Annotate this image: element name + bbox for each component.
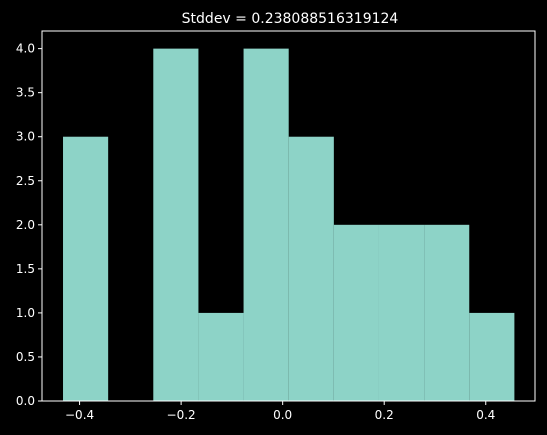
histogram-bar xyxy=(153,48,199,401)
x-tick-label: −0.2 xyxy=(167,408,196,422)
histogram-bar xyxy=(378,224,425,401)
x-tick-label: 0.2 xyxy=(375,408,394,422)
y-tick-label: 3.0 xyxy=(16,130,35,144)
axes-frame xyxy=(41,30,536,402)
histogram-bar xyxy=(288,136,334,401)
histogram-bar xyxy=(63,136,109,401)
histogram-bar xyxy=(424,224,470,401)
x-tick-label: −0.4 xyxy=(65,408,94,422)
x-tick-label: 0.0 xyxy=(273,408,292,422)
y-tick-label: 1.5 xyxy=(16,262,35,276)
y-tick-label: 0.0 xyxy=(16,394,35,408)
y-tick-label: 0.5 xyxy=(16,350,35,364)
axes-group: −0.4 −0.2 0.0 0.2 0.4 0.0 0.5 1.0 1.5 2.0 2.5 3.0 3.… xyxy=(16,30,536,422)
x-tick-label: 0.4 xyxy=(476,408,495,422)
y-tick-label: 4.0 xyxy=(16,42,35,56)
histogram-bar xyxy=(198,312,244,401)
chart-title: Stddev = 0.238088516319124 xyxy=(182,11,399,27)
y-tick-label: 3.5 xyxy=(16,86,35,100)
histogram-bar xyxy=(333,224,379,401)
y-tick-label: 1.0 xyxy=(16,306,35,320)
bars-group xyxy=(63,48,515,401)
y-tick-label: 2.0 xyxy=(16,218,35,232)
histogram-bar xyxy=(243,48,289,401)
y-tick-label: 2.5 xyxy=(16,174,35,188)
histogram-bar xyxy=(469,312,515,401)
